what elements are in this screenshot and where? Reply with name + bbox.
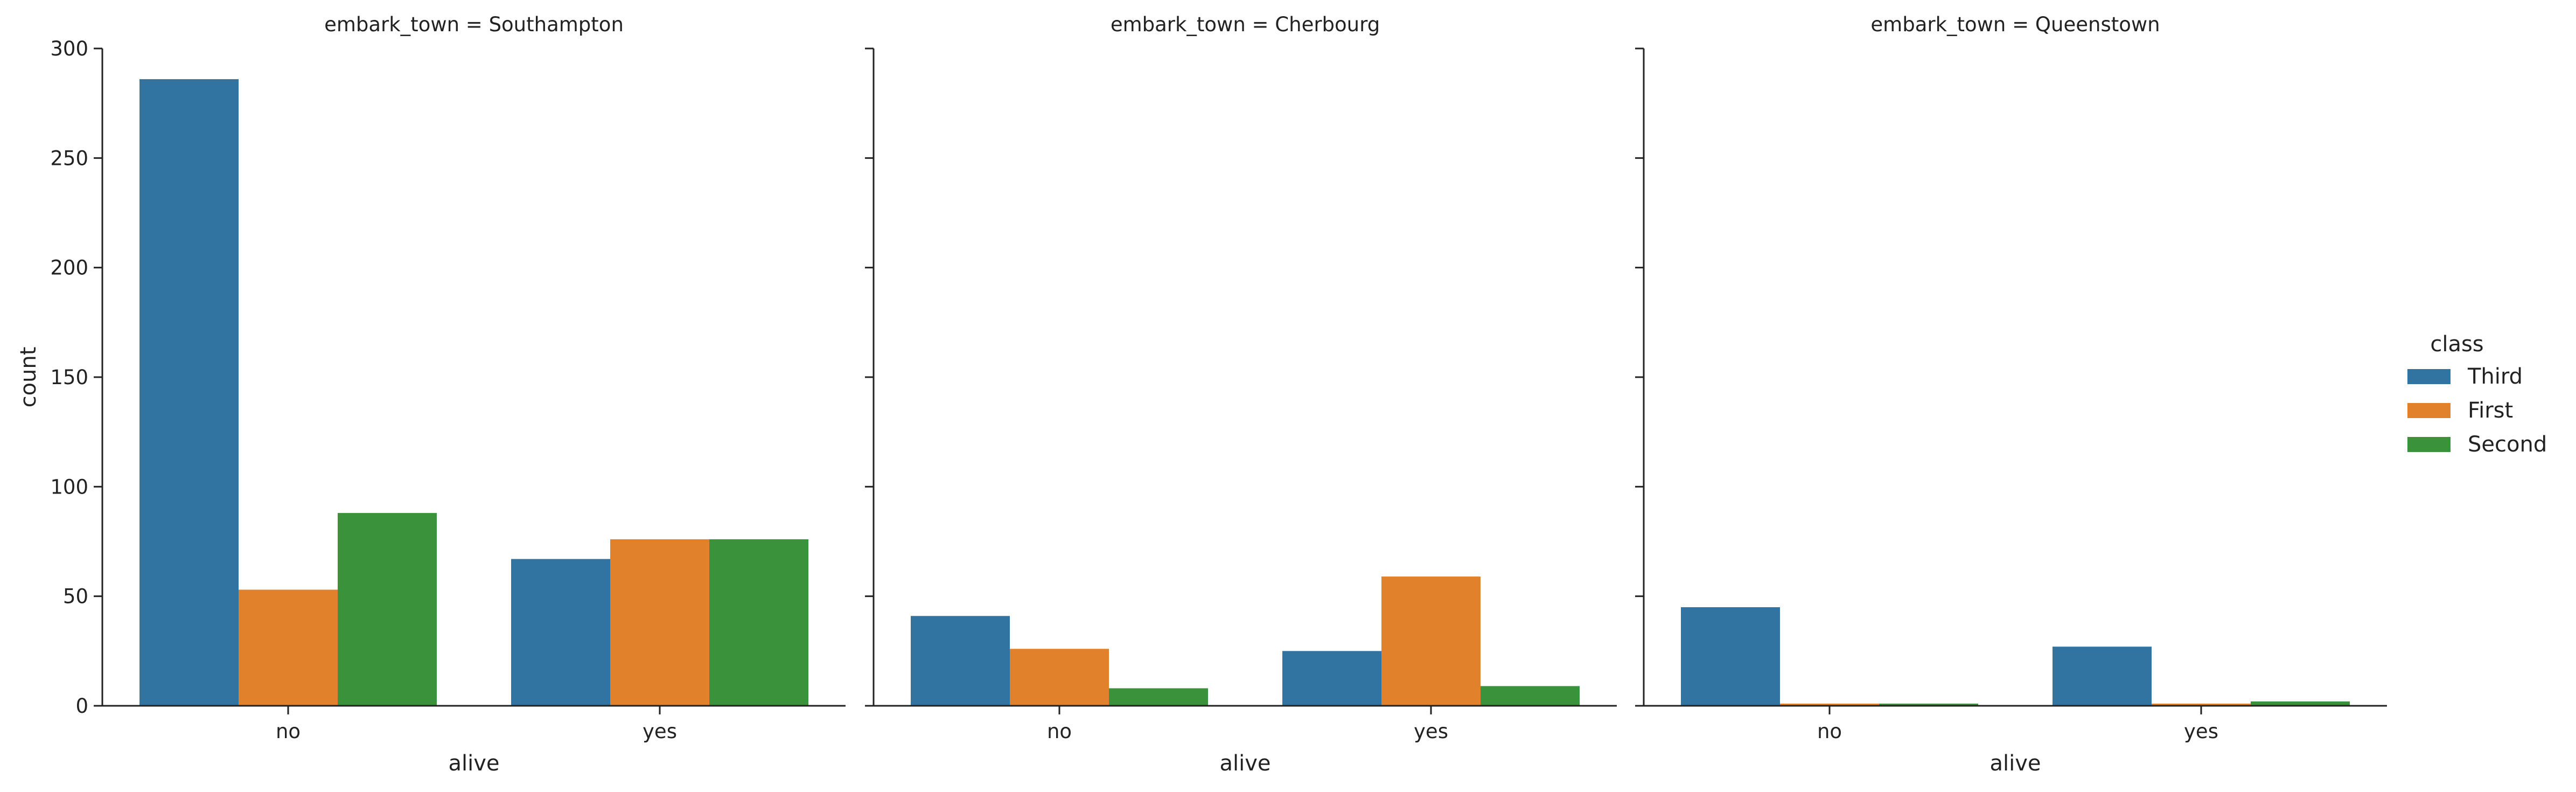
y-axis-label: count [16, 347, 41, 408]
y-tick-label: 300 [50, 37, 88, 60]
bar-second-yes [709, 539, 808, 706]
legend-title: class [2430, 332, 2483, 357]
facet-title: embark_town = Cherbourg [1111, 13, 1380, 36]
x-tick-label: no [276, 720, 301, 743]
x-tick-label: no [1047, 720, 1072, 743]
bar-third-yes [1282, 651, 1381, 706]
y-tick-label: 250 [50, 147, 88, 170]
bar-second-no [1879, 703, 1978, 706]
x-tick-label: yes [2184, 720, 2218, 743]
y-tick-label: 150 [50, 366, 88, 389]
y-tick-label: 100 [50, 475, 88, 498]
facet-title: embark_town = Southampton [324, 13, 624, 36]
bar-first-yes [1381, 576, 1481, 706]
facets-group: embark_town = Southampton 0 50 100 150 200 250… [16, 13, 2387, 776]
bar-third-no [139, 79, 239, 706]
facet-panel-2: embark_town = Cherbourg no yes alive [865, 13, 1617, 776]
legend-label-second: Second [2468, 432, 2547, 457]
legend-label-first: First [2468, 398, 2513, 423]
y-tick-label: 0 [75, 694, 88, 718]
x-axis-label: alive [1989, 751, 2041, 776]
bar-second-no [338, 513, 437, 706]
bar-second-no [1109, 688, 1208, 706]
legend-entries: Third First Second [2407, 364, 2547, 457]
x-axis-label: alive [448, 751, 499, 776]
bar-third-yes [2053, 647, 2152, 706]
x-tick-label: yes [643, 720, 677, 743]
facet-panel-1: embark_town = Southampton 0 50 100 150 200 250… [16, 13, 846, 776]
bar-third-no [911, 616, 1010, 706]
facet-title: embark_town = Queenstown [1870, 13, 2160, 36]
bar-first-no [239, 589, 338, 706]
legend-label-third: Third [2467, 364, 2523, 389]
x-tick-label: no [1817, 720, 1842, 743]
bar-first-no [1780, 703, 1879, 706]
bar-second-yes [1481, 686, 1580, 706]
bar-second-yes [2251, 701, 2350, 706]
x-tick-label: yes [1414, 720, 1448, 743]
legend-swatch-first [2407, 403, 2451, 418]
bar-first-yes [610, 539, 709, 706]
legend: class Third First Second [2407, 332, 2547, 457]
bar-first-no [1010, 649, 1109, 706]
bar-third-no [1681, 607, 1780, 706]
facet-panel-3: embark_town = Queenstown no yes alive [1635, 13, 2387, 776]
bar-third-yes [511, 559, 610, 706]
x-axis-label: alive [1219, 751, 1270, 776]
bar-first-yes [2152, 703, 2251, 706]
legend-swatch-second [2407, 437, 2451, 452]
y-tick-label: 200 [50, 256, 88, 280]
legend-swatch-third [2407, 369, 2451, 384]
y-tick-label: 50 [63, 585, 88, 608]
